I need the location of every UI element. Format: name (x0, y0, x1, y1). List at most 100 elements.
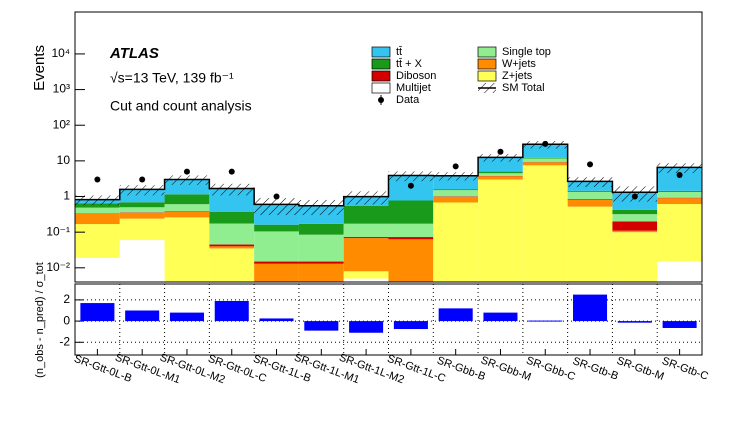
stack-segment (119, 240, 165, 282)
data-point (228, 168, 235, 175)
data-point (497, 148, 504, 155)
stack-segment (343, 238, 389, 272)
legend-swatch (371, 46, 391, 58)
stack-segment (119, 202, 165, 208)
y-tick-label: 10² (53, 117, 70, 131)
stack-segment (567, 191, 613, 200)
data-point (542, 140, 549, 147)
stack-segment (164, 194, 210, 205)
stack-segment (209, 248, 255, 282)
stack-segment (343, 223, 389, 238)
stack-segment (254, 261, 299, 264)
legend-label: tt̄ + X (396, 58, 423, 70)
stack-segment (478, 173, 523, 176)
legend-label: Multijet (396, 82, 431, 94)
stack-segment (343, 278, 389, 282)
stack-segment (254, 263, 299, 282)
stack-segment (388, 239, 434, 282)
stack-segment (522, 157, 568, 159)
stack-segment (657, 198, 702, 205)
uncertainty-band (388, 171, 434, 182)
y-tick-label: 10⁴ (51, 46, 70, 60)
legend-swatch (477, 70, 497, 82)
stack-segment (298, 261, 344, 264)
ratio-bar (259, 318, 294, 322)
legend-swatch (371, 70, 391, 82)
main-frame (74, 11, 703, 283)
stack-segment (657, 197, 702, 199)
legend-label: Data (396, 94, 420, 106)
stack-segment (522, 158, 568, 163)
stack-segment (567, 199, 613, 207)
stack-segment (75, 203, 120, 208)
x-tick-label: SR-Gtb-B (571, 355, 620, 383)
stack-segment (209, 211, 255, 224)
stack-segment (657, 261, 702, 282)
stack-segment (388, 200, 434, 224)
ratio-bar (304, 321, 339, 331)
ratio-y-tick-label: -2 (59, 334, 70, 348)
stack-segment (343, 205, 389, 224)
y-tick-label: 10⁻¹ (46, 224, 70, 238)
stack-segment (343, 237, 389, 239)
atlas-label: ATLAS (109, 45, 159, 62)
stack-segment (657, 167, 702, 191)
stack-segment (75, 207, 120, 214)
stack-segment (478, 179, 523, 282)
stack-segment (657, 190, 702, 192)
ratio-y-tick-label: 2 (63, 292, 70, 306)
y-tick-label: 10³ (53, 82, 70, 96)
legend-label: Z+jets (502, 70, 533, 82)
data-point (587, 161, 594, 168)
stack-segment (209, 246, 255, 249)
uncertainty-band (119, 185, 165, 196)
stack-segment (478, 171, 523, 174)
data-point (273, 193, 280, 200)
stack-segment (75, 224, 120, 258)
legend-label: SM Total (502, 82, 545, 94)
stack-segment (612, 232, 658, 282)
y-axis-label: Events (31, 45, 48, 91)
ratio-bar (125, 310, 160, 322)
ratio-bar (169, 312, 204, 322)
stack-segment (209, 223, 255, 245)
stack-segment (612, 230, 658, 233)
stack-segment (119, 207, 165, 213)
ratio-bar (617, 321, 652, 323)
y-tick-label: 1 (63, 189, 70, 203)
data-point (452, 163, 459, 170)
y-tick-label: 10 (57, 153, 71, 167)
stack-segment (75, 213, 120, 225)
ratio-bar (438, 308, 473, 322)
stack-segment (298, 263, 344, 282)
ratio-bar (393, 321, 428, 330)
stack-segment (433, 202, 479, 282)
ratio-y-axis-label: (n_obs - n_pred) / σ_tot (34, 262, 46, 378)
stack-segment (612, 221, 658, 231)
energy-label: √s=13 TeV, 139 fb⁻¹ (110, 70, 234, 86)
uncertainty-band (343, 191, 389, 205)
stack-segment (522, 162, 568, 166)
stack-segment (567, 190, 613, 192)
data-point (631, 193, 638, 200)
legend-label: Single top (502, 46, 551, 58)
legend-swatch (371, 58, 391, 70)
stack-segment (209, 244, 255, 247)
x-tick-label: SR-Gtb-M (615, 355, 666, 383)
stack-segment (657, 191, 702, 198)
stack-segment (388, 237, 434, 240)
legend-label: Diboson (396, 70, 436, 82)
legend-swatch (371, 82, 391, 94)
stack-segment (522, 165, 568, 282)
stack-segment (254, 231, 299, 262)
stack-segment (119, 212, 165, 219)
data-point (139, 176, 146, 183)
stack-segment (657, 204, 702, 262)
uncertainty-band (657, 163, 702, 174)
ratio-bar (80, 303, 115, 322)
analysis-label: Cut and count analysis (110, 98, 252, 114)
stack-segment (433, 190, 479, 197)
ratio-bar (349, 321, 384, 333)
stack-segment (254, 224, 299, 232)
